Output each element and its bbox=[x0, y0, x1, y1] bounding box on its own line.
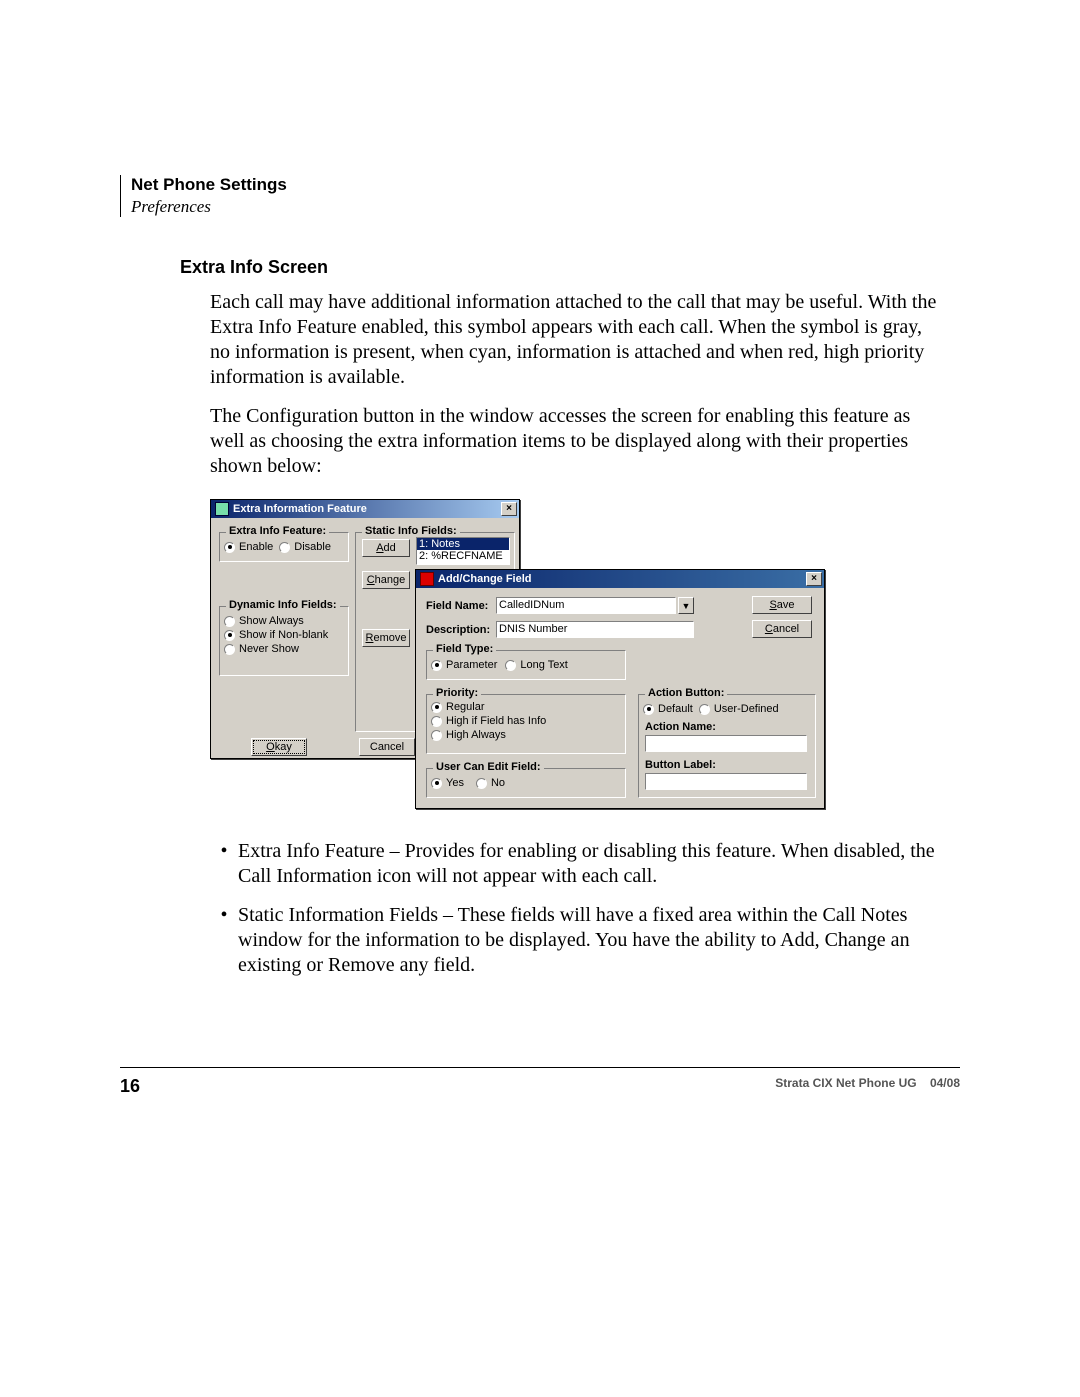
parameter-radio[interactable]: Parameter bbox=[431, 659, 497, 671]
bullet-icon: • bbox=[210, 839, 238, 889]
cancel-button[interactable]: Cancel bbox=[752, 620, 812, 638]
remove-button[interactable]: Remove bbox=[362, 629, 410, 647]
field-name-dropdown-icon[interactable]: ▼ bbox=[678, 597, 694, 614]
add-change-field-dialog: Add/Change Field × Field Name: CalledIDN… bbox=[415, 569, 825, 809]
show-always-radio[interactable]: Show Always bbox=[224, 615, 348, 627]
paragraph-2: The Configuration button in the window a… bbox=[210, 404, 940, 479]
page-number: 16 bbox=[120, 1076, 140, 1097]
priority-group: Regular High if Field has Info High Alwa… bbox=[426, 694, 626, 754]
change-button[interactable]: Change bbox=[362, 571, 410, 589]
never-show-radio[interactable]: Never Show bbox=[224, 643, 348, 655]
header-title: Net Phone Settings bbox=[131, 175, 960, 195]
button-label-label: Button Label: bbox=[645, 759, 716, 771]
subdialog-title: Add/Change Field bbox=[438, 573, 532, 585]
screenshot-figure: Extra Information Feature × Enable Disab… bbox=[210, 499, 830, 809]
action-button-group: Default User-Defined Action Name: Button… bbox=[638, 694, 816, 798]
okay-button[interactable]: Okay bbox=[251, 738, 307, 756]
bullet-text: Extra Info Feature – Provides for enabli… bbox=[238, 839, 940, 889]
button-label-input[interactable] bbox=[645, 773, 807, 790]
add-button[interactable]: Add bbox=[362, 539, 410, 557]
save-button[interactable]: Save bbox=[752, 596, 812, 614]
cancel-button[interactable]: Cancel bbox=[359, 738, 415, 756]
app-icon bbox=[420, 572, 434, 586]
no-radio[interactable]: No bbox=[476, 777, 505, 789]
list-item[interactable]: 1: Notes bbox=[417, 538, 509, 550]
dialog-title: Extra Information Feature bbox=[233, 503, 367, 515]
user-defined-radio[interactable]: User-Defined bbox=[699, 703, 779, 715]
paragraph-1: Each call may have additional informatio… bbox=[210, 290, 940, 390]
long-text-radio[interactable]: Long Text bbox=[505, 659, 568, 671]
high-always-radio[interactable]: High Always bbox=[431, 729, 625, 741]
description-label: Description: bbox=[426, 624, 490, 636]
field-name-label: Field Name: bbox=[426, 600, 488, 612]
bullet-list: • Extra Info Feature – Provides for enab… bbox=[210, 839, 940, 978]
field-name-input[interactable]: CalledIDNum bbox=[496, 597, 676, 614]
description-input[interactable]: DNIS Number bbox=[496, 621, 694, 638]
list-item: • Static Information Fields – These fiel… bbox=[210, 903, 940, 978]
high-if-info-radio[interactable]: High if Field has Info bbox=[431, 715, 625, 727]
static-fields-list[interactable]: 1: Notes 2: %RECFNAME bbox=[416, 537, 510, 565]
page-header: Net Phone Settings Preferences bbox=[120, 175, 960, 217]
bullet-icon: • bbox=[210, 903, 238, 978]
app-icon bbox=[215, 502, 229, 516]
action-name-label: Action Name: bbox=[645, 721, 716, 733]
regular-radio[interactable]: Regular bbox=[431, 701, 625, 713]
footer-right: Strata CIX Net Phone UG 04/08 bbox=[775, 1076, 960, 1097]
bullet-text: Static Information Fields – These fields… bbox=[238, 903, 940, 978]
disable-radio[interactable]: Disable bbox=[279, 541, 331, 553]
close-icon[interactable]: × bbox=[806, 572, 822, 586]
action-name-input[interactable] bbox=[645, 735, 807, 752]
dialog-titlebar: Extra Information Feature × bbox=[211, 500, 519, 518]
list-item: • Extra Info Feature – Provides for enab… bbox=[210, 839, 940, 889]
section-title: Extra Info Screen bbox=[180, 257, 960, 278]
field-type-group: Parameter Long Text bbox=[426, 650, 626, 680]
show-if-nonblank-radio[interactable]: Show if Non-blank bbox=[224, 629, 348, 641]
close-icon[interactable]: × bbox=[501, 502, 517, 516]
list-item[interactable]: 2: %RECFNAME bbox=[417, 550, 509, 562]
page-footer: 16 Strata CIX Net Phone UG 04/08 bbox=[120, 1067, 960, 1097]
default-radio[interactable]: Default bbox=[643, 703, 693, 715]
enable-radio[interactable]: Enable bbox=[224, 541, 273, 553]
subdialog-titlebar: Add/Change Field × bbox=[416, 570, 824, 588]
dynamic-info-group: Show Always Show if Non-blank Never Show bbox=[219, 606, 349, 676]
user-edit-group: Yes No bbox=[426, 768, 626, 798]
header-subtitle: Preferences bbox=[131, 197, 960, 217]
extra-info-feature-group: Enable Disable bbox=[219, 532, 349, 562]
yes-radio[interactable]: Yes bbox=[431, 777, 464, 789]
